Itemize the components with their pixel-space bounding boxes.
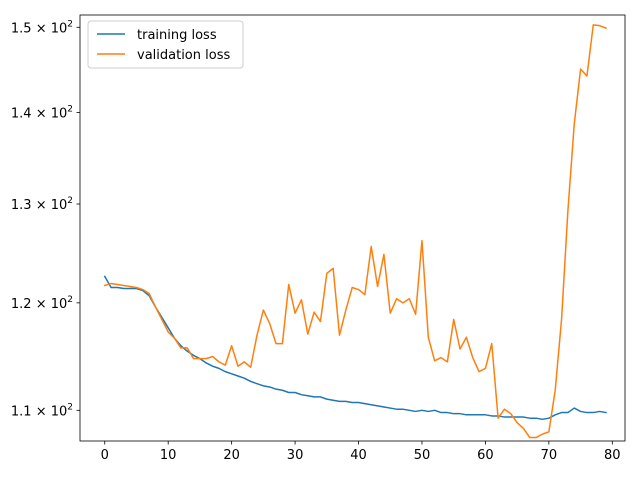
legend-label-training: training loss [137,28,217,43]
series-line-validation-loss [103,24,607,439]
y-tick-label: 1.3 × 102 [11,196,73,213]
plot-area [80,15,625,441]
x-tick-label: 70 [541,448,558,463]
series-line-training-loss [103,275,607,421]
y-axis: 1.1 × 102 1.2 × 102 1.3 × 102 1.4 × 102 1.5 … [11,19,80,419]
x-tick-label: 40 [350,448,367,463]
series-layer [103,24,607,439]
y-tick-label: 1.5 × 102 [11,19,73,36]
y-tick-label: 1.4 × 102 [11,104,73,121]
x-tick-label: 60 [477,448,494,463]
x-tick-label: 50 [414,448,431,463]
legend-box [87,20,244,69]
x-tick-label: 30 [287,448,304,463]
axes-frame [79,14,626,442]
x-tick-label: 80 [604,448,621,463]
x-tick-label: 10 [160,448,177,463]
x-tick-label: 20 [223,448,240,463]
x-axis: 0 10 20 30 40 50 60 70 80 [101,441,621,463]
legend-label-validation: validation loss [137,48,230,63]
y-tick-label: 1.2 × 102 [11,295,73,312]
x-tick-label: 0 [101,448,109,463]
axes-layer [79,14,626,442]
legend: training loss validation loss [87,20,244,69]
y-tick-label: 1.1 × 102 [11,402,73,419]
